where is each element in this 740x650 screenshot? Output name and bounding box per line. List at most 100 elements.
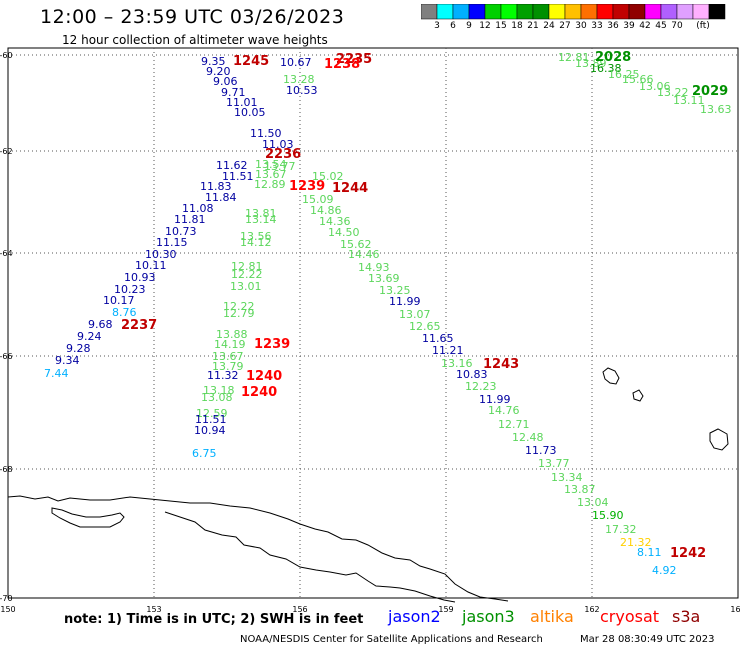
legend-altika: altika xyxy=(530,607,574,626)
wave-height-label: 9.34 xyxy=(55,354,80,367)
lon-tick-label: 153 xyxy=(146,605,161,614)
colorbar-swatch xyxy=(676,4,694,20)
island-2 xyxy=(632,389,644,402)
wave-height-label: 13.25 xyxy=(379,284,411,297)
wave-height-label: 10.67 xyxy=(280,56,312,69)
pass-time-label: 2028 xyxy=(595,50,631,65)
colorbar-swatch xyxy=(612,4,630,20)
wave-height-label: 15.66 xyxy=(622,73,654,86)
colorbar-swatch xyxy=(516,4,534,20)
wave-height-label: 12.81 xyxy=(558,51,590,64)
wave-height-label: 13.16 xyxy=(441,357,473,370)
wave-height-label: 13.89 xyxy=(575,57,607,70)
pass-time-label: 2236 xyxy=(265,147,301,162)
wave-height-label: 14.12 xyxy=(240,236,272,249)
colorbar-tick-label: 33 xyxy=(591,21,603,31)
colorbar-tick-label: 3 xyxy=(434,21,440,31)
wave-height-label: 11.51 xyxy=(195,413,227,426)
wave-height-label: 11.73 xyxy=(525,444,557,457)
colorbar-swatch xyxy=(484,4,502,20)
footer-timestamp: Mar 28 08:30:49 UTC 2023 xyxy=(580,634,715,645)
colorbar-tick-label: 24 xyxy=(543,21,555,31)
wave-height-label: 13.87 xyxy=(564,483,596,496)
legend-jason2: jason2 xyxy=(388,607,441,626)
colorbar-swatch xyxy=(500,4,518,20)
coastline xyxy=(7,367,729,603)
wave-height-label: 14.46 xyxy=(348,248,380,261)
pass-time-label: 1239 xyxy=(254,337,290,352)
wave-height-label: 15.90 xyxy=(592,509,624,522)
island-north-coast xyxy=(51,507,125,528)
wave-height-label: 10.53 xyxy=(286,84,318,97)
wave-height-label: 11.32 xyxy=(207,369,239,382)
wave-height-label: 11.81 xyxy=(174,213,206,226)
page-subtitle: 12 hour collection of altimeter wave hei… xyxy=(62,33,328,47)
wave-height-label: 14.86 xyxy=(310,204,342,217)
island-3 xyxy=(709,428,729,451)
colorbar-tick-label: 12 xyxy=(479,21,491,31)
wave-height-label: 11.21 xyxy=(432,344,464,357)
pass-time-label: 1239 xyxy=(289,179,325,194)
colorbar-tick-label: 18 xyxy=(511,21,523,31)
wave-height-label: 10.30 xyxy=(145,248,177,261)
colorbar-swatch xyxy=(436,4,454,20)
colorbar-tick-label: 27 xyxy=(559,21,571,31)
pass-time-label: 1242 xyxy=(670,546,706,561)
lon-tick-label: 162 xyxy=(584,605,599,614)
wave-height-label: 13.77 xyxy=(264,160,296,173)
colorbar-tick-label: 45 xyxy=(655,21,667,31)
lat-tick-label: -70 xyxy=(0,594,13,603)
pass-time-label: 1238 xyxy=(324,57,360,72)
wave-height-label: 10.05 xyxy=(234,106,266,119)
colorbar-swatch xyxy=(628,4,646,20)
wave-height-label: 17.32 xyxy=(605,523,637,536)
wave-height-label: 14.36 xyxy=(319,215,351,228)
pass-time-label: 2029 xyxy=(692,84,728,99)
wave-height-label: 12.79 xyxy=(223,307,255,320)
wave-height-label: 14.76 xyxy=(488,404,520,417)
wave-height-label: 10.23 xyxy=(114,283,146,296)
wave-height-label: 13.67 xyxy=(255,168,287,181)
pass-time-label: 1245 xyxy=(233,54,269,69)
pass-time-label: 1240 xyxy=(246,369,282,384)
colorbar-tick-label: 21 xyxy=(527,21,539,31)
lat-tick-label: -66 xyxy=(0,352,13,361)
wave-height-label: 13.01 xyxy=(230,280,262,293)
wave-height-label: 14.50 xyxy=(328,226,360,239)
wave-height-label: 15.09 xyxy=(302,193,334,206)
wave-height-label: 13.88 xyxy=(216,328,248,341)
wave-height-label: 10.94 xyxy=(194,424,226,437)
colorbar-swatch xyxy=(580,4,598,20)
island-1 xyxy=(602,367,620,385)
wave-height-label: 9.71 xyxy=(221,86,246,99)
colorbar-tick-label: 6 xyxy=(450,21,456,31)
lat-tick-label: -60 xyxy=(0,51,13,60)
wave-height-label: 9.24 xyxy=(77,330,102,343)
wave-height-label: 8.11 xyxy=(637,546,662,559)
wave-height-label: 11.83 xyxy=(200,180,232,193)
wave-height-label: 11.62 xyxy=(216,159,248,172)
pass-time-label: 2235 xyxy=(336,52,372,67)
colorbar-swatch xyxy=(468,4,486,20)
wave-height-label: 10.11 xyxy=(135,259,167,272)
footer-credit: NOAA/NESDIS Center for Satellite Applica… xyxy=(240,634,543,645)
wave-height-label: 11.50 xyxy=(250,127,282,140)
colorbar-tick-label: 70 xyxy=(671,21,683,31)
wave-height-label: 13.18 xyxy=(203,384,235,397)
colorbar-swatch xyxy=(421,4,438,20)
colorbar-tick-label: (ft) xyxy=(696,21,710,31)
wave-height-label: 10.73 xyxy=(165,225,197,238)
wave-height-label: 13.07 xyxy=(399,308,431,321)
wave-height-label: 6.75 xyxy=(192,447,217,460)
colorbar-swatch xyxy=(660,4,678,20)
wave-height-label: 12.22 xyxy=(231,268,263,281)
wave-height-label: 11.84 xyxy=(205,191,237,204)
wave-height-label: 12.48 xyxy=(512,431,544,444)
lat-tick-label: -68 xyxy=(0,465,13,474)
wave-height-label: 14.93 xyxy=(358,261,390,274)
wave-height-label: 13.28 xyxy=(283,73,315,86)
wave-height-label: 10.17 xyxy=(103,294,135,307)
wave-height-label: 13.77 xyxy=(538,457,570,470)
graticule xyxy=(7,47,739,599)
wave-height-label: 13.81 xyxy=(245,207,277,220)
